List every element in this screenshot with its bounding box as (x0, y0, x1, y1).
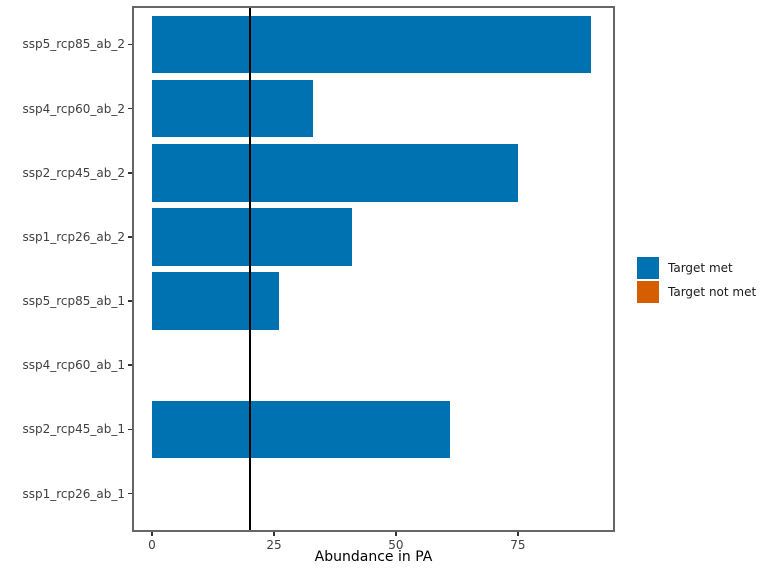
legend-label-target-not-met: Target not met (668, 285, 757, 299)
x-tick (273, 532, 275, 536)
plot-panel (132, 6, 615, 532)
y-tick (128, 364, 132, 366)
x-tick-label: 50 (388, 538, 404, 552)
legend-label-target-met: Target met (668, 261, 733, 275)
legend-entry-target-met: Target met (637, 257, 756, 279)
y-tick-label: ssp1_rcp26_ab_2 (22, 229, 125, 244)
bars-layer (132, 6, 615, 532)
x-tick-label: 75 (510, 538, 526, 552)
legend: Target met Target not met (637, 257, 756, 303)
x-tick-label: 25 (266, 538, 282, 552)
x-tick-label: 0 (148, 538, 156, 552)
bar-ssp2_rcp45_ab_2 (152, 143, 518, 202)
x-tick (517, 532, 519, 536)
target-not-met-swatch (637, 281, 659, 303)
x-axis-title: Abundance in PA (314, 549, 433, 565)
bar-ssp2_rcp45_ab_1 (152, 400, 450, 459)
legend-entry-target-not-met: Target not met (637, 281, 756, 303)
x-tick (151, 532, 153, 536)
y-tick (128, 107, 132, 110)
y-tick (128, 172, 132, 174)
y-tick-label: ssp1_rcp26_ab_1 (22, 486, 125, 501)
y-tick-label: ssp5_rcp85_ab_1 (22, 294, 125, 309)
bar-ssp5_rcp85_ab_1 (152, 272, 279, 330)
y-tick-label: ssp4_rcp60_ab_1 (22, 358, 125, 373)
y-tick (128, 236, 132, 238)
y-tick (128, 492, 132, 495)
y-tick-label: ssp4_rcp60_ab_2 (22, 101, 125, 116)
y-tick-label: ssp5_rcp85_ab_2 (22, 37, 125, 52)
y-tick (128, 428, 132, 431)
target-met-swatch (637, 257, 659, 279)
bar-ssp4_rcp60_ab_2 (152, 79, 313, 138)
x-tick (395, 532, 397, 536)
bar-ssp1_rcp26_ab_2 (152, 208, 353, 266)
bar-ssp5_rcp85_ab_2 (152, 15, 592, 74)
y-tick (128, 300, 132, 302)
y-tick (128, 43, 132, 46)
target-reference-line (248, 6, 251, 532)
y-tick-label: ssp2_rcp45_ab_1 (22, 422, 125, 437)
y-tick-label: ssp2_rcp45_ab_2 (22, 165, 125, 180)
